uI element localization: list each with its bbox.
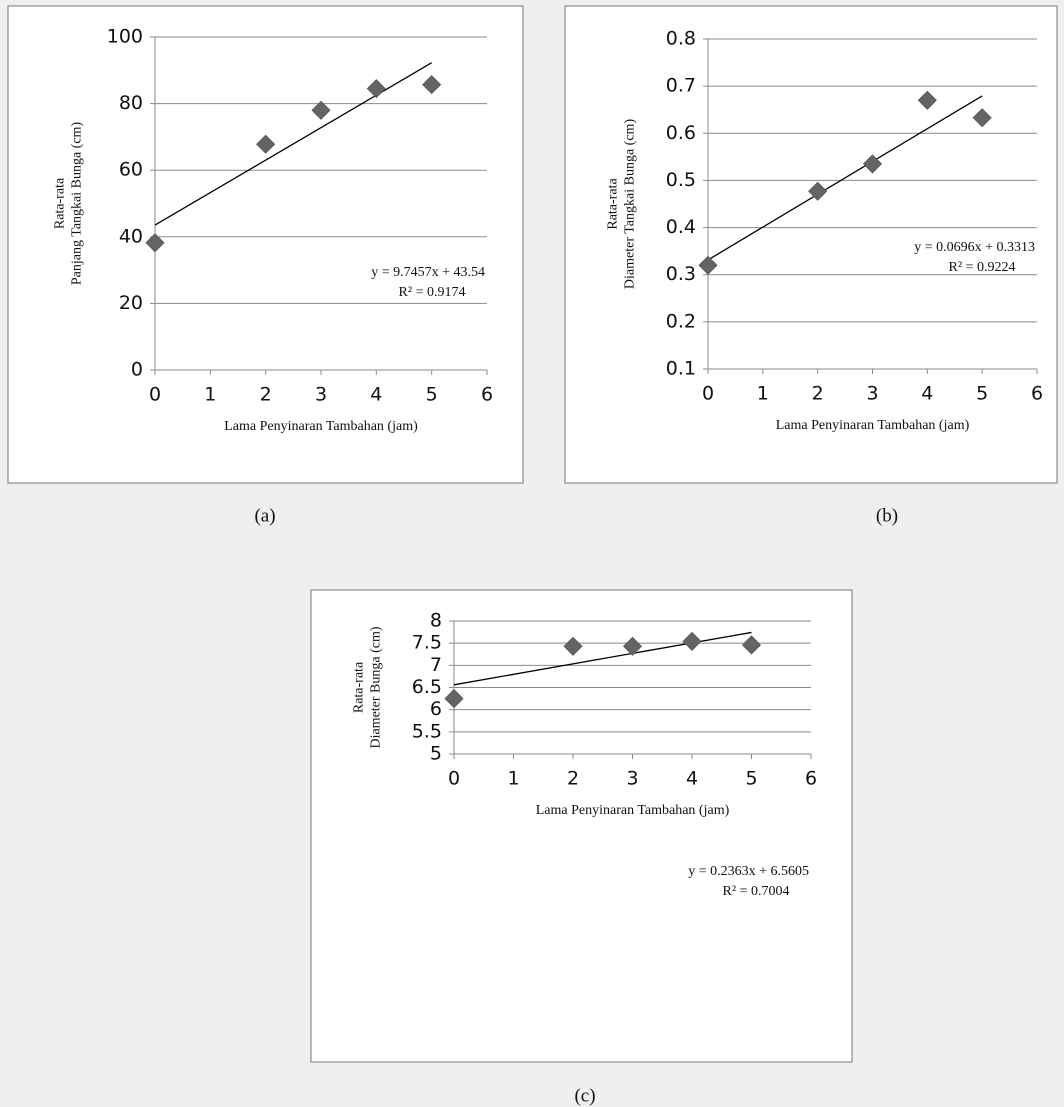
x-tick-label: 6 — [805, 768, 817, 790]
y-axis-title-line: Diameter Bunga (cm) — [369, 626, 384, 748]
caption: (b) — [876, 505, 898, 526]
x-tick-label: 2 — [260, 384, 272, 406]
x-axis-title: Lama Penyinaran Tambahan (jam) — [536, 803, 730, 818]
x-tick-label: 1 — [204, 384, 216, 406]
y-tick-label: 5.5 — [412, 720, 442, 742]
x-tick-label: 2 — [812, 383, 824, 405]
y-tick-label: 5 — [430, 743, 442, 765]
x-tick-label: 0 — [702, 383, 714, 405]
y-tick-label: 100 — [107, 26, 143, 48]
figure: 0204060801000123456y = 9.7457x + 43.54R²… — [0, 0, 1064, 1107]
y-tick-label: 0.8 — [666, 28, 696, 50]
y-tick-label: 0.2 — [666, 310, 696, 332]
y-tick-label: 60 — [119, 159, 143, 181]
x-tick-label: 3 — [626, 768, 638, 790]
y-axis-title-line: Panjang Tangkai Bunga (cm) — [70, 122, 85, 286]
y-tick-label: 0.4 — [666, 216, 696, 238]
x-tick-label: 0 — [448, 768, 460, 790]
r-squared: R² = 0.7004 — [723, 884, 790, 899]
r-squared: R² = 0.9224 — [949, 260, 1016, 275]
x-tick-label: 6 — [481, 384, 493, 406]
x-tick-label: 5 — [745, 768, 757, 790]
y-tick-label: 20 — [119, 292, 143, 314]
y-axis-title-line: Diameter Tangkai Bunga (cm) — [623, 119, 638, 290]
x-tick-label: 1 — [507, 768, 519, 790]
trendline-equation: y = 0.2363x + 6.5605 — [688, 864, 809, 879]
x-tick-label: 4 — [686, 768, 698, 790]
y-tick-label: 0.7 — [666, 75, 696, 97]
y-tick-label: 40 — [119, 225, 143, 247]
trendline-equation: y = 0.0696x + 0.3313 — [914, 240, 1035, 255]
y-tick-label: 80 — [119, 92, 143, 114]
x-tick-label: 4 — [370, 384, 382, 406]
y-tick-label: 8 — [430, 610, 442, 632]
x-tick-label: 4 — [921, 383, 933, 405]
y-tick-label: 7 — [430, 654, 442, 676]
y-axis-title-line: Rata-rata — [352, 661, 367, 713]
chart-frame — [8, 6, 523, 483]
y-tick-label: 0.1 — [666, 358, 696, 380]
caption: (c) — [574, 1085, 595, 1106]
y-tick-label: 0.3 — [666, 263, 696, 285]
x-tick-label: 3 — [315, 384, 327, 406]
y-tick-label: 6 — [430, 698, 442, 720]
x-tick-label: 1 — [757, 383, 769, 405]
y-axis-title-line: Rata-rata — [53, 177, 68, 229]
y-tick-label: 6.5 — [412, 676, 442, 698]
trendline-equation: y = 9.7457x + 43.54 — [371, 265, 485, 280]
y-axis-title-line: Rata-rata — [606, 178, 621, 230]
chart-frame — [311, 590, 852, 1062]
y-tick-label: 0 — [131, 359, 143, 381]
r-squared: R² = 0.9174 — [399, 285, 466, 300]
x-tick-label: 2 — [567, 768, 579, 790]
y-tick-label: 0.6 — [666, 122, 696, 144]
caption: (a) — [254, 505, 275, 526]
x-tick-label: 5 — [426, 384, 438, 406]
y-tick-label: 7.5 — [412, 632, 442, 654]
x-tick-label: 0 — [149, 384, 161, 406]
x-axis-title: Lama Penyinaran Tambahan (jam) — [776, 418, 970, 433]
x-tick-label: 5 — [976, 383, 988, 405]
x-tick-label: 3 — [866, 383, 878, 405]
y-tick-label: 0.5 — [666, 169, 696, 191]
x-tick-label: 6 — [1031, 383, 1043, 405]
x-axis-title: Lama Penyinaran Tambahan (jam) — [224, 419, 418, 434]
